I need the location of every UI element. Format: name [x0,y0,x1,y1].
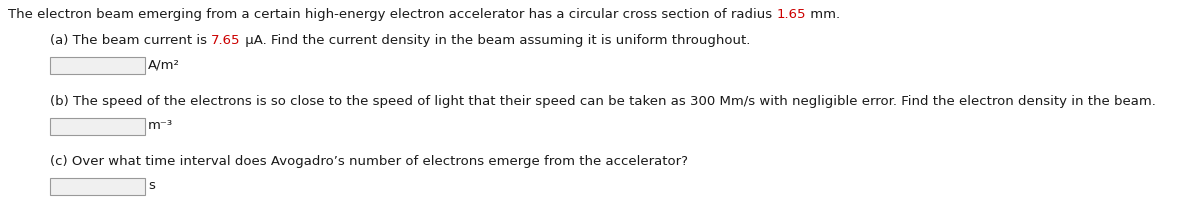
Bar [50,57,145,74]
Text: 1.65: 1.65 [776,8,806,21]
Text: μA. Find the current density in the beam assuming it is uniform throughout.: μA. Find the current density in the beam… [241,34,750,47]
Text: s: s [148,179,155,192]
Bar [50,118,145,135]
Bar [50,178,145,195]
Text: mm.: mm. [806,8,840,21]
Text: 7.65: 7.65 [211,34,241,47]
Text: (b) The speed of the electrons is so close to the speed of light that their spee: (b) The speed of the electrons is so clo… [50,95,1156,108]
Text: The electron beam emerging from a certain high-energy electron accelerator has a: The electron beam emerging from a certai… [8,8,776,21]
Text: m⁻³: m⁻³ [148,119,173,132]
Text: (c) Over what time interval does Avogadro’s number of electrons emerge from the : (c) Over what time interval does Avogadr… [50,155,688,168]
Text: (a) The beam current is: (a) The beam current is [50,34,211,47]
Text: A/m²: A/m² [148,58,180,71]
